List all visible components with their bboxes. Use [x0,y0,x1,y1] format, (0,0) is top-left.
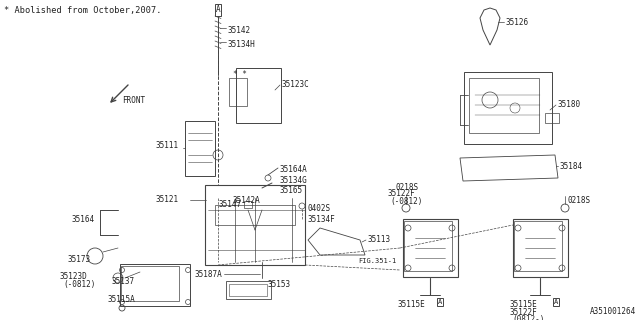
Text: 35134F: 35134F [308,215,336,224]
Text: A: A [438,299,442,305]
Text: (-0812): (-0812) [63,280,95,289]
Bar [215,205,295,225]
Bar [205,185,305,265]
Text: 0218S: 0218S [395,183,418,192]
Text: 35115A: 35115A [108,295,136,304]
Text: A: A [216,5,220,14]
Bar [120,264,190,306]
Bar [225,281,271,299]
Bar [236,68,280,123]
Text: 35184: 35184 [560,162,583,171]
Text: 35180: 35180 [558,100,581,109]
Text: 35134H: 35134H [228,40,256,49]
Text: 35111: 35111 [155,140,178,149]
Text: (-0812): (-0812) [390,197,422,206]
Text: 35122F: 35122F [510,308,538,317]
Text: 35164: 35164 [72,215,95,224]
Text: 35123D: 35123D [60,272,88,281]
Text: 35147: 35147 [219,200,242,209]
Text: A: A [554,299,558,305]
Text: * *: * * [233,70,247,79]
Text: 35165: 35165 [280,186,303,195]
Text: FRONT: FRONT [122,96,145,105]
Text: 35123C: 35123C [282,80,310,89]
Bar [514,221,562,271]
Bar [403,219,458,277]
Text: * Abolished from October,2007.: * Abolished from October,2007. [4,6,161,15]
Text: 35142: 35142 [228,26,251,35]
Text: 35126: 35126 [506,18,529,27]
Text: 35115E: 35115E [510,300,538,309]
Text: 35164A: 35164A [280,165,308,174]
Text: 35121: 35121 [155,195,178,204]
Bar [185,121,215,175]
Text: A351001264: A351001264 [589,307,636,316]
Bar [229,284,267,296]
Bar [404,221,452,271]
Bar [469,77,539,132]
Text: 0218S: 0218S [568,196,591,205]
Bar [545,113,559,123]
Text: 35187A: 35187A [195,270,222,279]
Text: FIG.351-1: FIG.351-1 [358,258,396,264]
Text: 35134G: 35134G [280,176,308,185]
Bar [244,201,252,207]
Text: 35115E: 35115E [398,300,426,309]
Text: 35113: 35113 [368,235,391,244]
Text: 35142A: 35142A [232,196,260,205]
Text: 0402S: 0402S [308,204,331,213]
Text: (0812-): (0812-) [512,315,545,320]
Bar [464,72,552,144]
Text: 35122F: 35122F [388,189,416,198]
Text: 35153: 35153 [268,280,291,289]
Text: 35137: 35137 [112,277,135,286]
Text: 35173: 35173 [68,255,91,264]
Bar [229,78,247,106]
Bar [121,266,179,300]
Bar [513,219,568,277]
